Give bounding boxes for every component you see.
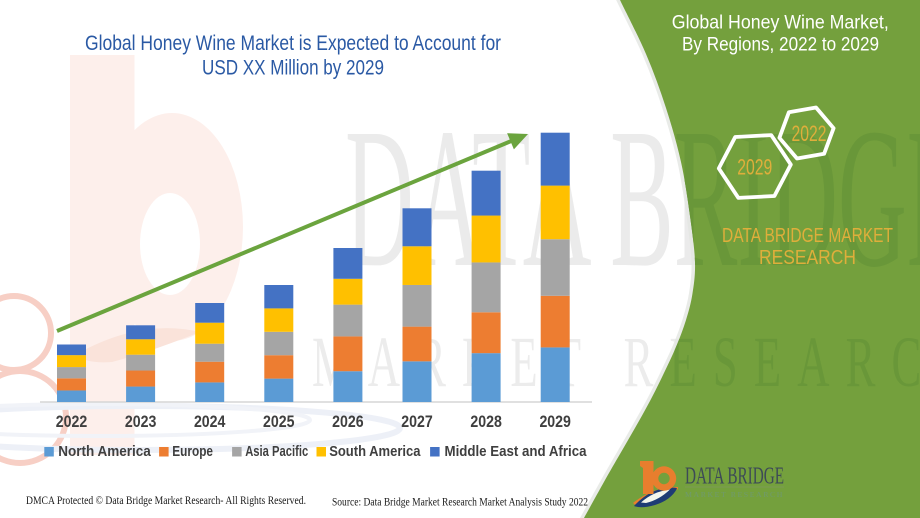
svg-text:2022: 2022: [792, 121, 827, 146]
svg-text:2029: 2029: [539, 413, 571, 431]
svg-text:MARKET RESEARCH: MARKET RESEARCH: [685, 490, 784, 499]
svg-text:DATA BRIDGE: DATA BRIDGE: [685, 463, 784, 490]
svg-text:RESEARCH: RESEARCH: [759, 246, 856, 269]
svg-text:2025: 2025: [263, 413, 295, 431]
svg-text:Europe: Europe: [172, 443, 213, 460]
svg-text:Source: Data Bridge Market Res: Source: Data Bridge Market Research Mark…: [332, 497, 588, 509]
svg-text:USD XX Million by 2029: USD XX Million by 2029: [202, 57, 384, 80]
svg-text:2026: 2026: [332, 413, 364, 431]
svg-text:Global Honey Wine Market,: Global Honey Wine Market,: [672, 12, 889, 34]
svg-text:2024: 2024: [194, 413, 226, 431]
svg-text:2028: 2028: [470, 413, 502, 431]
svg-text:By Regions, 2022 to 2029: By Regions, 2022 to 2029: [682, 34, 879, 56]
svg-text:North America: North America: [58, 443, 151, 460]
svg-text:2022: 2022: [56, 413, 88, 431]
svg-text:2027: 2027: [401, 413, 433, 431]
svg-text:Middle East and Africa: Middle East and Africa: [445, 443, 588, 460]
svg-text:2023: 2023: [125, 413, 157, 431]
svg-text:2029: 2029: [737, 155, 772, 180]
svg-text:DATA BRIDGE MARKET: DATA BRIDGE MARKET: [722, 224, 893, 247]
svg-text:Asia Pacific: Asia Pacific: [245, 443, 308, 460]
svg-text:South America: South America: [329, 443, 421, 460]
svg-text:Global Honey Wine Market is Ex: Global Honey Wine Market is Expected to …: [85, 32, 501, 55]
svg-text:DMCA Protected © Data Bridge M: DMCA Protected © Data Bridge Market Rese…: [26, 495, 306, 507]
